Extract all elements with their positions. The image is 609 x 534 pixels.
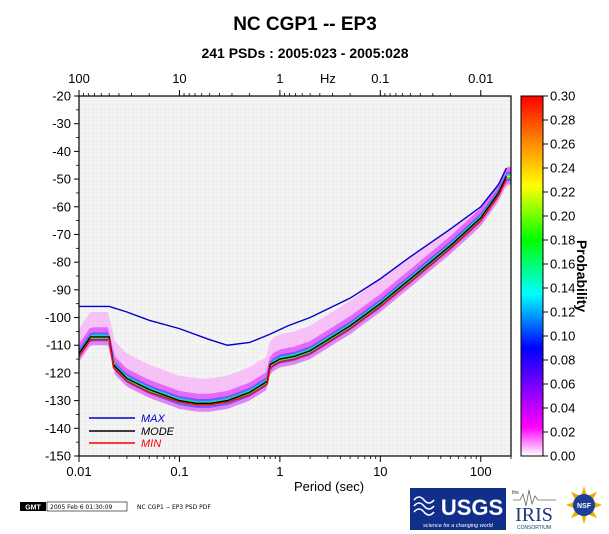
top-tick-label: 100 — [68, 71, 90, 86]
top-tick-label: 0.01 — [468, 71, 493, 86]
plot-background — [79, 96, 511, 456]
series-layer — [79, 167, 508, 406]
y-tick-label: -100 — [45, 310, 71, 325]
y-tick-label: -150 — [45, 449, 71, 464]
colorbar-tick-label: 0.02 — [550, 425, 575, 440]
y-tick-label: -140 — [45, 421, 71, 436]
footer: GMT 2005 Feb 6 01:30:09 NC CGP1 -- EP3 P… — [20, 501, 211, 512]
colorbar-tick-label: 0.10 — [550, 329, 575, 344]
usgs-text: USGS — [441, 495, 503, 520]
usgs-logo: USGS science for a changing world — [410, 488, 506, 530]
nsf-text: NSF — [577, 503, 592, 510]
y-tick-label: -70 — [52, 227, 71, 242]
usgs-tagline: science for a changing world — [423, 523, 494, 529]
nsf-seal: NSF — [566, 486, 602, 524]
y-tick-label: -40 — [52, 144, 71, 159]
x-tick-label: 0.1 — [170, 464, 188, 479]
top-tick-label: 0.1 — [371, 71, 389, 86]
colorbar-tick-label: 0.06 — [550, 377, 575, 392]
chart-title: NC CGP1 -- EP3 — [233, 14, 377, 35]
colorbar-tick-label: 0.28 — [550, 113, 575, 128]
colorbar-tick-label: 0.22 — [550, 185, 575, 200]
colorbar-tick-label: 0.08 — [550, 353, 575, 368]
y-tick-label: -120 — [45, 365, 71, 380]
axes-layer: -20 -30 -40 -50 -60 -70 -80 -90 -100 -110 -120 -130… — [45, 71, 512, 479]
iris-sub-text: CONSORTIUM — [517, 525, 551, 531]
colorbar-tick-label: 0.14 — [550, 281, 575, 296]
y-tick-label: -80 — [52, 255, 71, 270]
colorbar-tick-label: 0.20 — [550, 209, 575, 224]
legend-max-label: MAX — [141, 413, 166, 425]
iris-logo: the IRIS CONSORTIUM — [512, 489, 556, 531]
footer-caption: NC CGP1 -- EP3 PSD PDF — [137, 504, 211, 511]
y-tick-label: -130 — [45, 393, 71, 408]
colorbar-tick-label: 0.12 — [550, 305, 575, 320]
density-band — [79, 166, 511, 412]
y-tick-label: -30 — [52, 116, 71, 131]
colorbar-tick-label: 0.18 — [550, 233, 575, 248]
legend: MAX MODE MIN — [89, 413, 175, 450]
y-tick-label: -50 — [52, 172, 71, 187]
iris-small-text: the — [512, 490, 519, 496]
top-tick-label: 1 — [276, 71, 283, 86]
iris-text: IRIS — [515, 504, 553, 526]
chart-subtitle: 241 PSDs : 2005:023 - 2005:028 — [201, 45, 408, 61]
legend-mode-label: MODE — [141, 426, 175, 438]
legend-min-label: MIN — [141, 438, 161, 450]
colorbar-ticks: 0.30 0.28 0.26 0.24 0.22 0.20 0.18 0.16 0.14 0.12… — [543, 89, 575, 464]
y-tick-label: -110 — [46, 338, 71, 353]
colorbar-tick-label: 0.24 — [550, 161, 575, 176]
x-tick-label: 100 — [470, 464, 492, 479]
colorbar-tick-label: 0.26 — [550, 137, 575, 152]
y-tick-label: -90 — [52, 282, 71, 297]
series-min-line — [79, 178, 508, 406]
top-tick-label: 10 — [172, 71, 186, 86]
colorbar — [520, 95, 544, 457]
top-axis-unit: Hz — [320, 71, 336, 86]
gmt-logo — [20, 502, 46, 511]
colorbar-tick-label: 0.30 — [550, 89, 575, 104]
x-tick-label: 10 — [373, 464, 387, 479]
colorbar-tick-label: 0.16 — [550, 257, 575, 272]
colorbar-tick-label: 0.00 — [550, 449, 575, 464]
series-max-line — [79, 167, 508, 346]
y-tick-label: -60 — [52, 199, 71, 214]
y-tick-label: -20 — [52, 89, 71, 104]
footer-timestamp: 2005 Feb 6 01:30:09 — [50, 504, 113, 511]
x-axis-label: Period (sec) — [294, 479, 364, 494]
x-tick-label: 0.01 — [66, 464, 91, 479]
gmt-logo-text: GMT — [25, 505, 41, 512]
timestamp-box — [46, 501, 128, 512]
x-tick-label: 1 — [276, 464, 283, 479]
colorbar-label: Probability — [574, 240, 590, 313]
colorbar-tick-label: 0.04 — [550, 401, 575, 416]
